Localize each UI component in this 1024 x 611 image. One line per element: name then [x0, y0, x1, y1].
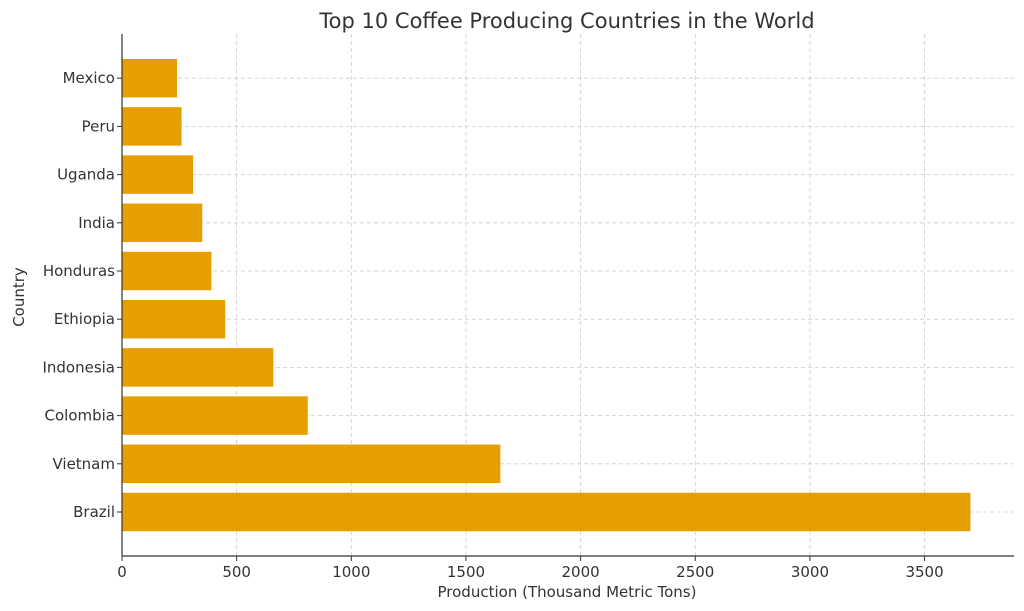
bar-uganda	[122, 155, 194, 194]
y-tick-label: Indonesia	[42, 358, 115, 376]
bar-vietnam	[122, 444, 501, 484]
y-tick-label: Colombia	[45, 407, 116, 425]
bar-ethiopia	[122, 299, 226, 339]
x-tick-label: 0	[117, 563, 127, 581]
bar-brazil	[122, 492, 971, 532]
y-tick-label: Brazil	[73, 503, 115, 521]
bar-colombia	[122, 396, 308, 435]
x-tick-label: 1000	[332, 563, 370, 581]
bar-peru	[122, 107, 182, 146]
bar-india	[122, 203, 203, 243]
y-tick-label: Honduras	[43, 262, 115, 280]
y-tick-label: Vietnam	[52, 455, 115, 473]
x-axis-label: Production (Thousand Metric Tons)	[438, 583, 697, 601]
bar-mexico	[122, 58, 178, 98]
chart-title: Top 10 Coffee Producing Countries in the…	[318, 9, 814, 33]
axes: 0 500 1000 1500 2000 2500 3000 3500 Brazil Vietna…	[42, 34, 1014, 581]
x-tick-label: 2500	[676, 563, 714, 581]
y-tick-label: Mexico	[63, 69, 115, 87]
y-axis-label: Country	[10, 267, 28, 327]
y-tick-label: Uganda	[57, 166, 115, 184]
x-tick-label: 1500	[447, 563, 485, 581]
x-tick-label: 3500	[905, 563, 943, 581]
x-tick-label: 500	[222, 563, 251, 581]
y-tick-label: India	[78, 214, 115, 232]
y-tick-label: Ethiopia	[54, 310, 115, 328]
x-tick-label: 3000	[791, 563, 829, 581]
y-tick-label: Peru	[82, 117, 115, 135]
bars	[122, 58, 971, 532]
x-tick-label: 2000	[562, 563, 600, 581]
bar-indonesia	[122, 348, 274, 387]
bar-honduras	[122, 251, 212, 291]
